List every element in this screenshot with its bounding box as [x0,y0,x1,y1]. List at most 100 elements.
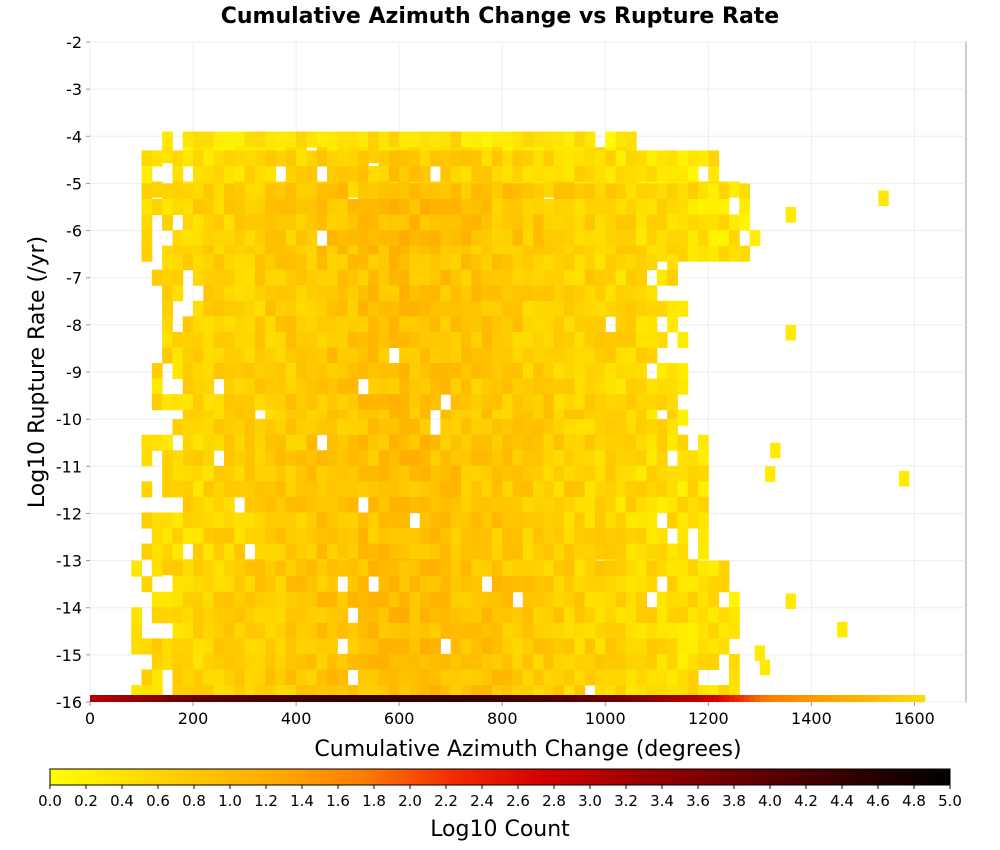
heatmap-cell [471,576,483,593]
heatmap-cell [687,150,699,167]
heatmap-cell [296,543,307,560]
heatmap-cell [419,512,431,529]
heatmap-cell [234,607,246,624]
heatmap-cell [337,419,349,436]
heatmap-cell [203,331,215,348]
heatmap-cell [605,150,617,167]
heatmap-cell [203,528,215,545]
heatmap-cell [285,638,297,655]
heatmap-cell [533,607,544,624]
heatmap-cell [512,378,524,395]
heatmap-cell [306,394,318,411]
heatmap-cell [481,450,493,467]
heatmap-cell [388,528,400,545]
heatmap-cell [574,347,586,364]
heatmap-cell [265,496,277,513]
heatmap-cell [698,653,709,670]
heatmap-cell [625,363,637,380]
heatmap-cell [656,300,668,317]
heatmap-cell [285,560,297,577]
heatmap-cell [594,316,606,333]
heatmap-cell [708,198,720,216]
heatmap-cell [625,607,637,624]
heatmap-cell [244,285,256,302]
heatmap-cell [564,512,575,529]
heatmap-cell [296,245,307,262]
heatmap-cell [337,543,349,560]
heatmap-cell [327,695,333,702]
heatmap-cell [667,434,678,451]
heatmap-cell [285,607,297,624]
heatmap-cell [141,512,153,529]
heatmap-cell [193,198,204,216]
heatmap-cell [172,481,184,498]
heatmap-cell [162,394,173,411]
heatmap-cell [296,450,307,467]
heatmap-cell [605,465,617,482]
heatmap-cell [450,409,462,426]
heatmap-cell [491,653,503,670]
heatmap-cell [213,150,225,167]
heatmap-cell [162,638,173,655]
colorbar-tick-label: 1.8 [362,792,386,810]
heatmap-cell [553,214,565,231]
heatmap-cell [677,591,689,608]
heatmap-cell [512,131,524,148]
heatmap-cell [337,434,349,451]
heatmap-cell [388,409,400,426]
heatmap-cell [450,434,462,451]
heatmap-cell [409,638,421,655]
heatmap-cell [347,394,359,411]
heatmap-cell [625,695,632,702]
heatmap-cell [141,685,153,702]
heatmap-cell [327,363,338,380]
x-tick-label: 400 [281,709,312,728]
heatmap-cell [285,512,297,529]
heatmap-cell [172,450,184,467]
colorbar-tick-label: 1.2 [254,792,278,810]
heatmap-cell [193,363,204,380]
heatmap-cell [146,695,153,702]
heatmap-cell [378,214,390,231]
heatmap-cell [151,394,163,411]
heatmap-cell [182,653,194,670]
heatmap-cell [461,245,472,262]
x-tick-label: 1600 [894,709,935,728]
heatmap-cell [522,165,534,183]
heatmap-cell [904,695,910,702]
heatmap-cell [461,269,472,286]
heatmap-cell [296,300,307,317]
heatmap-cell [244,183,256,200]
heatmap-cell [605,496,617,513]
heatmap-cell [677,183,689,200]
heatmap-cell [656,695,663,702]
heatmap-cell [430,434,441,451]
heatmap-cell [636,150,648,167]
heatmap-cell [687,230,699,247]
heatmap-cell [347,465,359,482]
heatmap-cell [491,638,503,655]
heatmap-cell [553,622,565,639]
heatmap-cell [327,560,338,577]
heatmap-cell [734,695,740,702]
heatmap-cell [419,685,431,702]
heatmap-cell [667,269,678,286]
heatmap-cell [656,378,668,395]
heatmap-cell [378,465,390,482]
heatmap-cell [584,347,596,364]
heatmap-cell [687,465,699,482]
heatmap-cell [481,378,493,395]
heatmap-cell [316,496,328,513]
heatmap-cell [337,512,349,529]
heatmap-cell [275,450,287,467]
heatmap-cell [357,230,369,247]
heatmap-cell [265,269,277,286]
heatmap-cell [151,695,158,702]
heatmap-cell [502,591,514,608]
heatmap-cell [234,285,246,302]
heatmap-cell [471,300,483,317]
heatmap-cell [553,131,565,148]
heatmap-cell [316,316,328,333]
heatmap-cell [543,378,555,395]
heatmap-cell [419,254,431,271]
